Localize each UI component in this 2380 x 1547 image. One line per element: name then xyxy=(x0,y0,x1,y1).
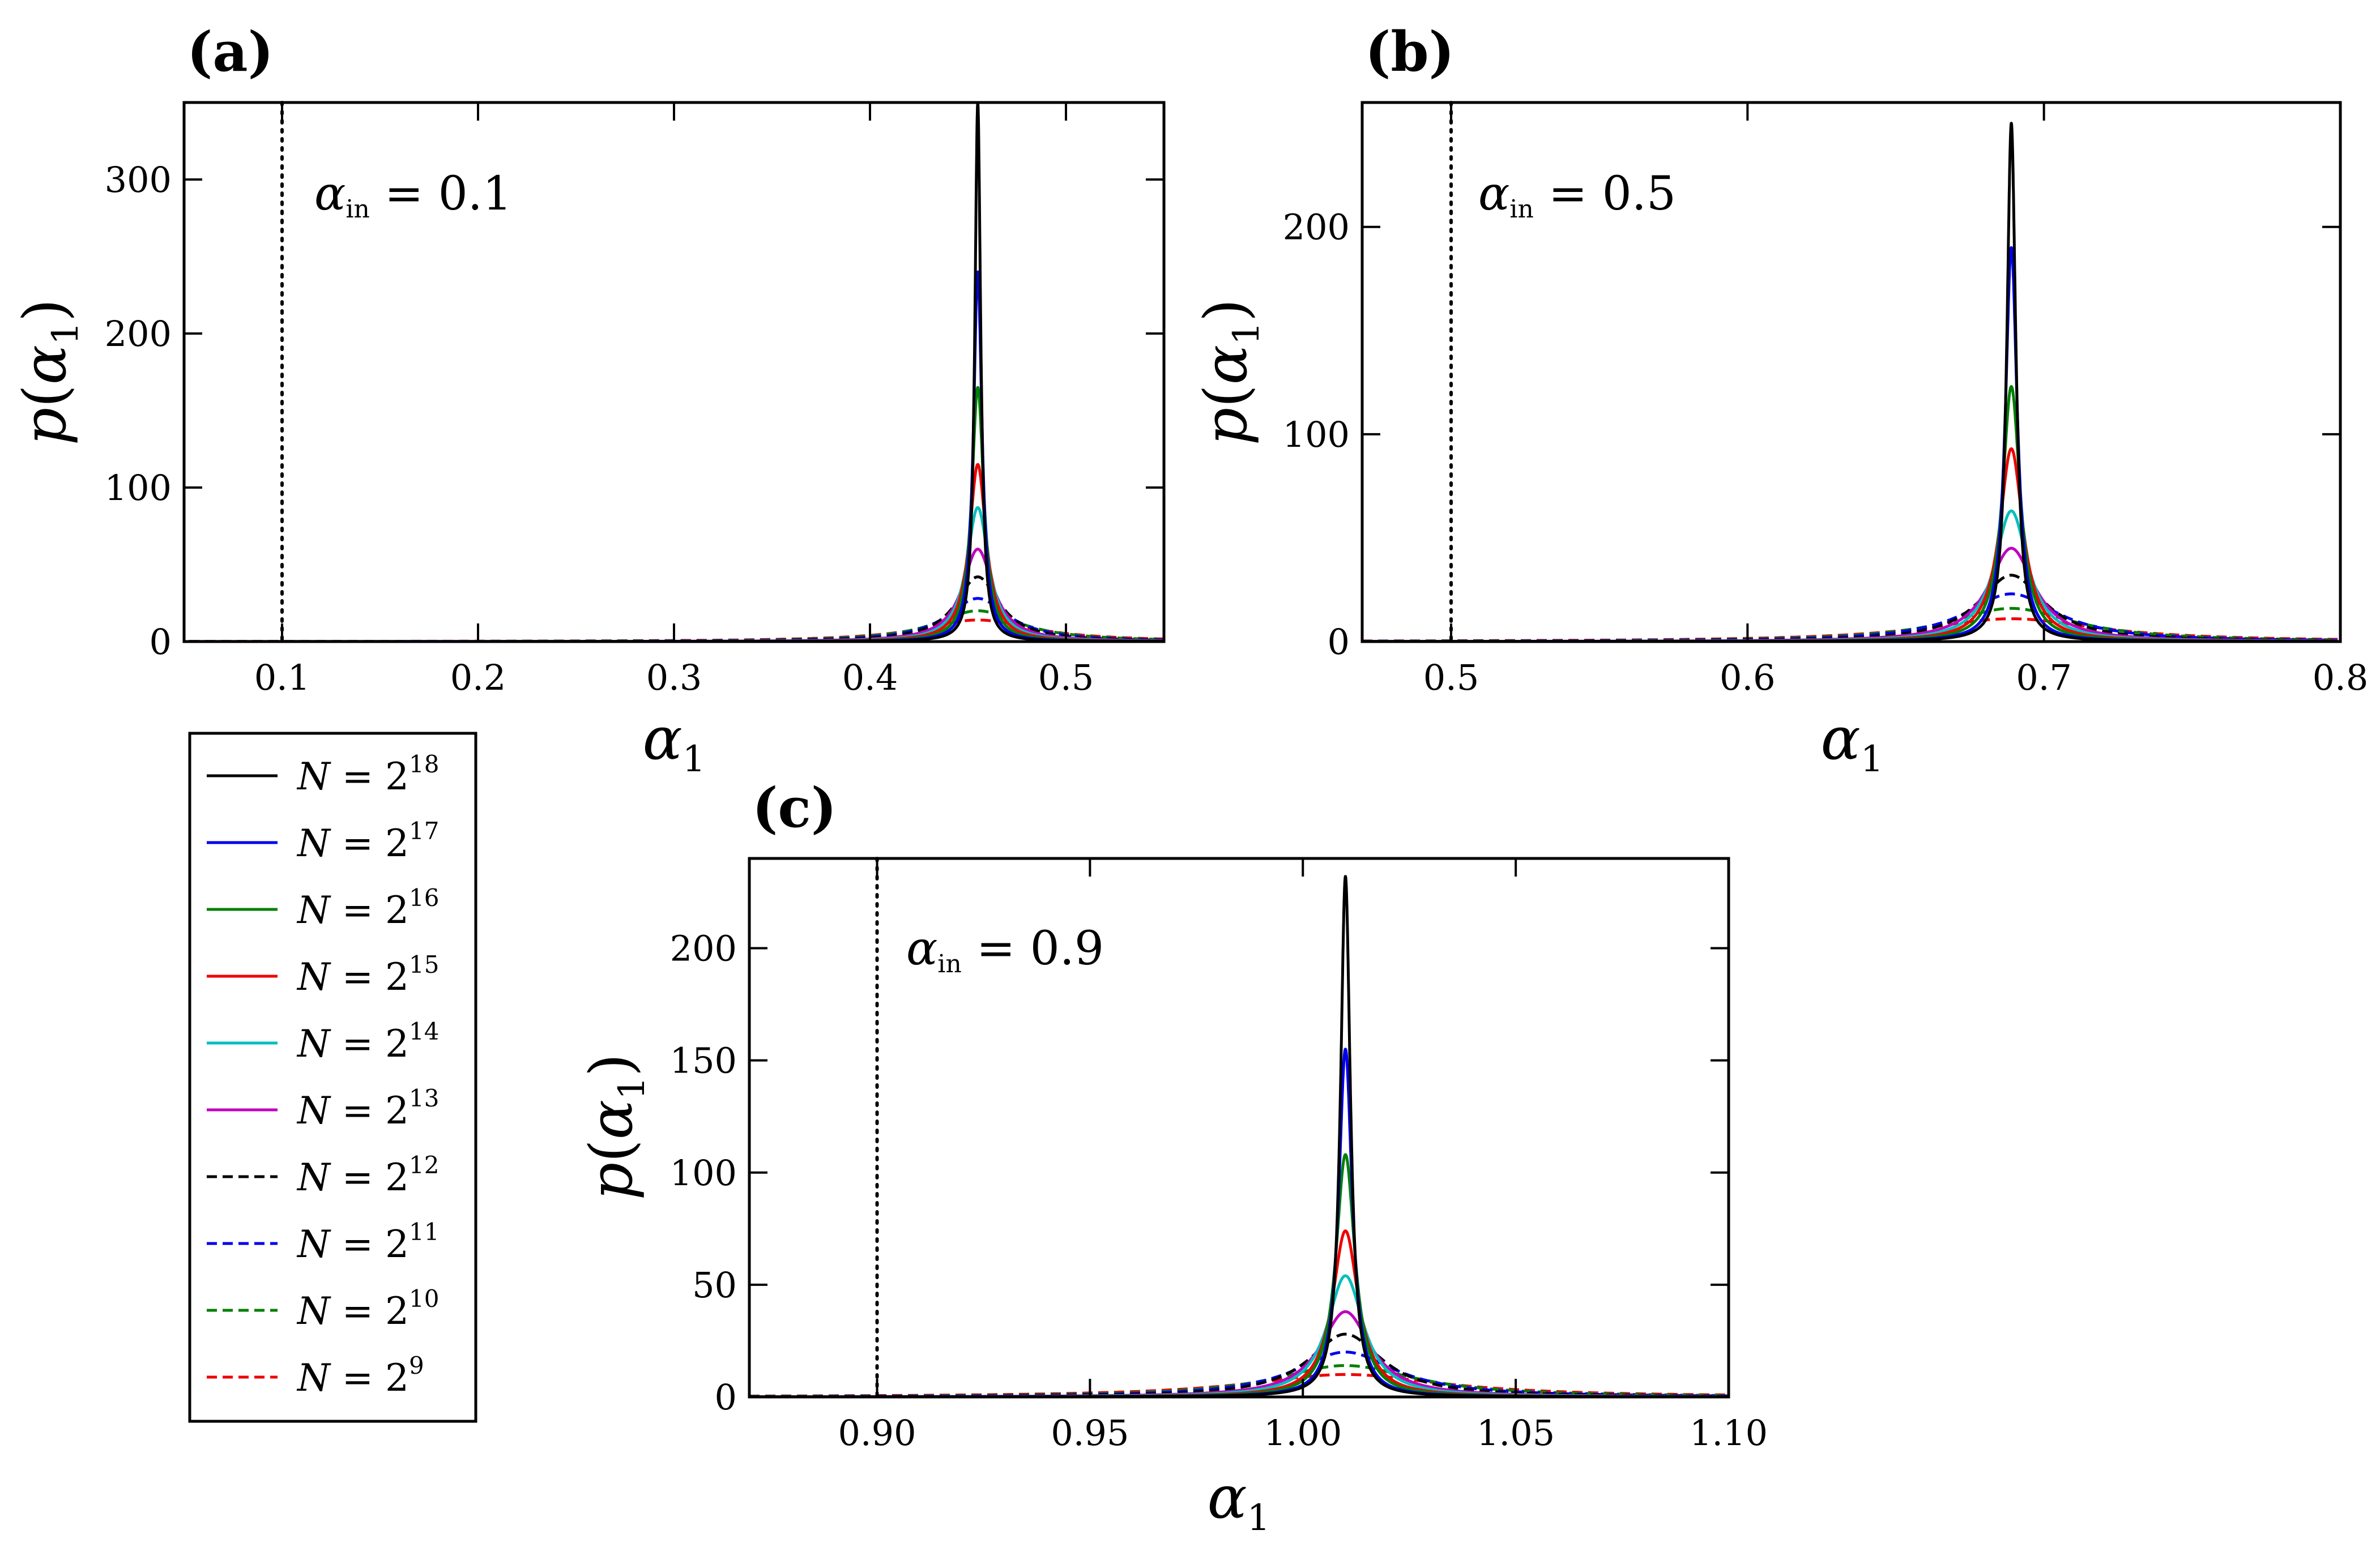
ytick-label-b: 100 xyxy=(1283,414,1350,455)
series-line-a-3 xyxy=(189,463,1164,642)
ylabel-c: p(α1) xyxy=(577,1054,653,1200)
panel-a: 0.1 0.2 0.3 0.4 0.5 0 100 200 300 (a) αin = 0.1 α1 p… xyxy=(10,20,1166,780)
xtick-label-c: 1.10 xyxy=(1690,1412,1768,1454)
legend-item: N = 218 xyxy=(207,750,439,798)
legend-label: N = 217 xyxy=(296,817,439,865)
legend-item: N = 213 xyxy=(207,1084,439,1133)
xtick-label-c: 0.90 xyxy=(838,1412,916,1454)
xlabel-c: α1 xyxy=(1208,1463,1270,1539)
ytick-label-c: 200 xyxy=(670,928,737,969)
xtick-label-b: 0.7 xyxy=(2016,657,2072,698)
legend-item: N = 211 xyxy=(207,1218,439,1266)
series-line-b-5 xyxy=(1362,546,2338,642)
series-line-a-2 xyxy=(189,386,1164,642)
legend-label: N = 213 xyxy=(296,1084,439,1133)
series-line-a-1 xyxy=(189,270,1164,642)
xtick-label-c: 0.95 xyxy=(1051,1412,1129,1454)
legend-item: N = 217 xyxy=(207,817,439,865)
legend-label: N = 216 xyxy=(296,884,439,932)
ytick-label-a: 300 xyxy=(105,159,172,200)
series-line-c-4 xyxy=(749,1274,1728,1397)
axes-frame-b xyxy=(1360,101,2342,643)
panel-b: 0.5 0.6 0.7 0.8 0 100 200 (b) αin = 0.5 α1 p(α1) xyxy=(1191,20,2368,780)
ytick-label-c: 150 xyxy=(670,1040,737,1082)
ytick-label-c: 50 xyxy=(692,1264,737,1306)
ytick-label-b: 200 xyxy=(1283,207,1350,248)
legend-label: N = 29 xyxy=(296,1352,424,1400)
legend-label: N = 212 xyxy=(296,1151,439,1199)
series-line-c-2 xyxy=(749,1153,1728,1397)
legend-item: N = 214 xyxy=(207,1018,439,1066)
series-line-c-5 xyxy=(749,1310,1728,1397)
legend-label: N = 218 xyxy=(296,750,439,798)
xtick-label-a: 0.5 xyxy=(1038,657,1094,698)
ytick-label-a: 0 xyxy=(150,621,172,663)
ylabel-b: p(α1) xyxy=(1191,299,1268,446)
annotation-a: αin = 0.1 xyxy=(314,167,512,224)
series-line-b-3 xyxy=(1362,447,2338,642)
ytick-label-c: 0 xyxy=(715,1377,737,1418)
legend-item: N = 215 xyxy=(207,951,439,999)
plot-area-c xyxy=(749,875,1728,1397)
series-line-b-1 xyxy=(1362,246,2338,642)
xtick-label-a: 0.4 xyxy=(842,657,898,698)
axes-frame-c xyxy=(748,857,1730,1399)
ytick-label-c: 100 xyxy=(670,1152,737,1194)
xtick-label-b: 0.8 xyxy=(2313,657,2369,698)
legend-item: N = 212 xyxy=(207,1151,439,1199)
series-line-c-0 xyxy=(749,875,1728,1397)
xtick-label-a: 0.3 xyxy=(646,657,702,698)
panel-label-a: (a) xyxy=(187,20,274,84)
ylabel-a: p(α1) xyxy=(10,299,87,446)
xtick-label-b: 0.6 xyxy=(1720,657,1776,698)
series-line-b-7 xyxy=(1362,592,2338,642)
series-line-b-4 xyxy=(1362,509,2338,642)
series-line-b-6 xyxy=(1362,574,2338,642)
series-line-c-3 xyxy=(749,1229,1728,1397)
series-line-b-2 xyxy=(1362,385,2338,642)
annotation-c: αin = 0.9 xyxy=(906,922,1104,978)
annotation-b: αin = 0.5 xyxy=(1478,167,1676,224)
legend-label: N = 214 xyxy=(296,1018,439,1066)
series-line-c-6 xyxy=(749,1332,1728,1397)
legend-item: N = 210 xyxy=(207,1285,439,1333)
legend-label: N = 215 xyxy=(296,951,439,999)
legend-box xyxy=(188,732,477,1423)
panel-c: 0.90 0.95 1.00 1.05 1.10 0 50 100 150 200 (c) αin =… xyxy=(577,776,1768,1539)
legend: N = 218 N = 217 N = 216 N = 215 N = 214 N = 2… xyxy=(188,732,477,1423)
panel-label-b: (b) xyxy=(1365,20,1455,84)
ytick-label-a: 200 xyxy=(105,313,172,354)
legend-label: N = 210 xyxy=(296,1285,439,1333)
panel-label-c: (c) xyxy=(752,776,837,840)
xtick-label-c: 1.05 xyxy=(1477,1412,1555,1454)
legend-item: N = 29 xyxy=(207,1352,424,1400)
ytick-label-a: 100 xyxy=(105,467,172,508)
legend-item: N = 216 xyxy=(207,884,439,932)
xlabel-b: α1 xyxy=(1821,704,1884,780)
ytick-label-b: 0 xyxy=(1328,621,1350,663)
legend-label: N = 211 xyxy=(296,1218,439,1266)
xtick-label-a: 0.2 xyxy=(450,657,506,698)
series-line-c-1 xyxy=(749,1048,1728,1397)
xtick-label-b: 0.5 xyxy=(1423,657,1479,698)
xlabel-a: α1 xyxy=(643,704,706,780)
xtick-label-a: 0.1 xyxy=(254,657,310,698)
xtick-label-c: 1.00 xyxy=(1264,1412,1342,1454)
